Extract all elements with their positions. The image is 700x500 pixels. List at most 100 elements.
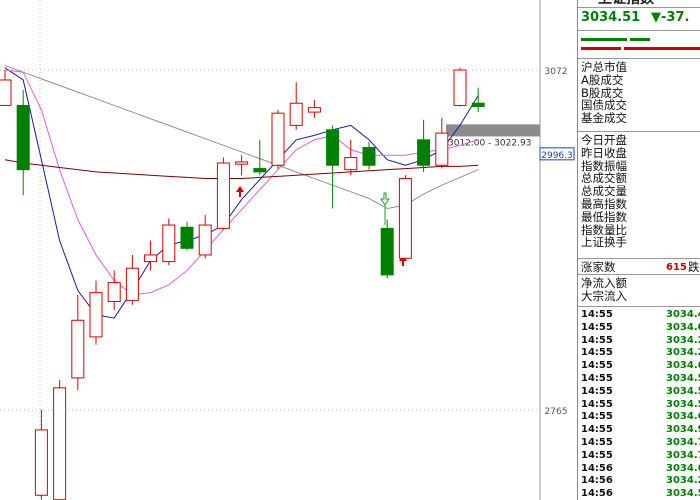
candle-body <box>89 292 103 338</box>
separator <box>578 258 700 259</box>
tick-time: 14:55 <box>581 449 613 461</box>
candle-body <box>289 102 303 126</box>
stat-label: 最低指数 <box>581 209 627 224</box>
stat-label: 基金成交 <box>581 111 627 126</box>
tick-time: 14:55 <box>581 360 613 372</box>
decline-label: 跌 <box>688 260 700 274</box>
separator <box>578 131 700 132</box>
candle-body <box>144 254 158 263</box>
candle-body <box>16 104 30 171</box>
tick-price: 3034.22 <box>666 347 700 359</box>
candle-body <box>253 168 267 173</box>
tick-price: 3034.28 <box>666 334 700 346</box>
stat-label: 国债成交 <box>581 98 627 113</box>
range-label: 3012.00 - 3022.93 <box>448 138 531 148</box>
flow-label: 净流入额 <box>581 276 627 290</box>
candle-body <box>435 132 449 166</box>
buy-arrow <box>399 255 407 266</box>
tick-time: 14:55 <box>581 334 613 346</box>
tick-time: 14:56 <box>581 475 613 487</box>
stat-label: 指数振幅 <box>581 158 627 173</box>
candle-body <box>344 156 358 171</box>
tick-price: 3034.44 <box>666 309 700 320</box>
tick-price: 3034.67 <box>666 411 700 423</box>
stat-label: 沪总市值 <box>581 60 627 74</box>
candle-body <box>271 112 285 166</box>
tick-time: 14:55 <box>581 309 613 320</box>
candle-body <box>235 161 249 165</box>
moving-average <box>4 67 479 319</box>
sell-arrow <box>380 192 390 206</box>
advance-value: 615 <box>666 262 687 273</box>
candle-body <box>326 129 340 166</box>
tick-price: 3034.71 <box>666 437 700 448</box>
tick-time: 14:55 <box>581 321 613 333</box>
moving-average <box>4 159 479 180</box>
separator <box>578 30 700 31</box>
separator <box>578 7 700 8</box>
candle-body <box>0 79 12 106</box>
volume-bar <box>581 47 621 50</box>
tick-time: 14:55 <box>581 373 613 384</box>
candle-body <box>180 226 194 249</box>
kline-chart: 3072 2765 3012.00 - 3022.93 2996.3 <box>0 0 575 500</box>
stat-label: A股成交 <box>581 72 624 87</box>
tick-price: 3034.69 <box>666 360 700 372</box>
tick-price: 3034.50 <box>666 488 700 500</box>
candle-body <box>107 282 121 302</box>
tick-time: 14:56 <box>581 462 613 474</box>
candle-body <box>453 69 467 106</box>
quote-panel: 上证指数 3034.51 ▼-37. 沪总市值A股成交B股成交国债成交基金成交今日开盘… <box>577 0 700 500</box>
candle-body <box>125 267 139 301</box>
stat-label: 总成交额 <box>581 171 627 186</box>
stat-label: 昨日收盘 <box>581 145 627 160</box>
tick-price: 3034.50 <box>666 385 700 397</box>
buy-arrow <box>236 186 244 197</box>
tick-price: 3034.08 <box>666 321 700 333</box>
tick-price: 3034.67 <box>666 462 700 474</box>
candle-body <box>362 147 376 166</box>
candle-body <box>53 387 67 500</box>
index-price: 3034.51 <box>581 10 641 25</box>
tick-price: 3034.51 <box>666 398 700 410</box>
price-label: 2765 <box>545 407 568 417</box>
tick-price: 3034.23 <box>666 475 700 487</box>
tick-price: 3034.72 <box>666 449 700 461</box>
volume-bar <box>630 38 650 41</box>
candle-body <box>471 102 485 108</box>
stat-label: B股成交 <box>581 85 624 100</box>
stat-label: 今日开盘 <box>581 133 627 147</box>
price-label: 3072 <box>545 67 568 77</box>
tick-time: 14:55 <box>581 398 613 410</box>
volume-bar <box>581 38 627 41</box>
tick-time: 14:55 <box>581 411 613 423</box>
candle-body <box>380 227 394 276</box>
tick-time: 14:55 <box>581 437 613 448</box>
candle-body <box>198 224 212 256</box>
index-title: 上证指数 <box>598 0 654 6</box>
separator <box>578 274 700 275</box>
volume-bar <box>624 47 700 50</box>
separator <box>578 306 700 307</box>
index-change: ▼-37. <box>651 10 690 25</box>
tick-time: 14:56 <box>581 488 613 500</box>
stat-label: 总成交量 <box>581 184 627 199</box>
candle-body <box>307 107 321 113</box>
tick-time: 14:55 <box>581 347 613 359</box>
moving-average <box>4 69 479 296</box>
candle-body <box>162 224 176 263</box>
advance-label: 涨家数 <box>581 260 616 274</box>
tick-price: 3034.96 <box>666 424 700 436</box>
stat-label: 最高指数 <box>581 197 627 211</box>
candle-body <box>398 178 412 259</box>
tick-time: 14:55 <box>581 385 613 397</box>
separator <box>578 58 700 59</box>
candle-body <box>71 319 85 379</box>
candle-body <box>216 162 230 229</box>
candle-body <box>417 139 431 166</box>
tick-price: 3034.50 <box>666 373 700 384</box>
current-price: 2996.3 <box>541 151 573 161</box>
candle-body <box>34 429 48 496</box>
current-price-box <box>539 147 575 161</box>
